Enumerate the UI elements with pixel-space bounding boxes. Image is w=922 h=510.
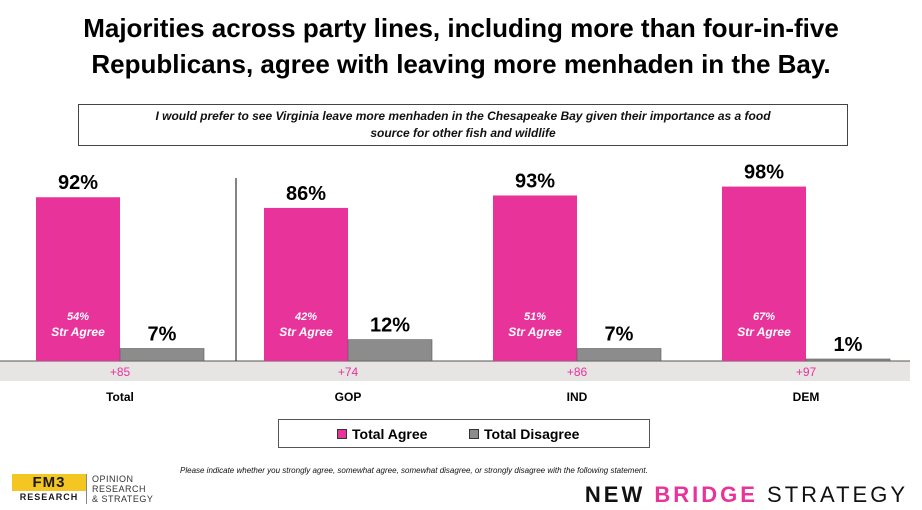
label-disagree-ind: 7% xyxy=(605,324,634,346)
legend-swatch-agree xyxy=(337,429,347,439)
nbs-logo-bridge: BRIDGE xyxy=(654,482,758,507)
fm3-logo-text: OPINION RESEARCH & STRATEGY xyxy=(92,474,153,504)
question-line-1: I would prefer to see Virginia leave mor… xyxy=(155,109,771,123)
footnote: Please indicate whether you strongly agr… xyxy=(180,466,648,475)
fm3-logo-sub: RESEARCH xyxy=(19,492,79,502)
chart-legend: Total Agree Total Disagree xyxy=(278,419,650,448)
fm3-logo-line-1: OPINION xyxy=(92,474,134,484)
legend-item-agree: Total Agree xyxy=(337,426,427,442)
fm3-logo-line-3: & STRATEGY xyxy=(92,494,154,504)
label-strong-agree-total: 54% xyxy=(67,311,89,323)
label-net-gop: +74 xyxy=(338,365,359,379)
legend-label-disagree: Total Disagree xyxy=(484,426,580,442)
bar-agree-ind xyxy=(493,195,577,361)
new-bridge-strategy-logo: NEW BRIDGE STRATEGY xyxy=(585,482,908,508)
bar-agree-gop xyxy=(264,207,348,361)
category-label-dem: DEM xyxy=(793,390,820,404)
label-strong-agree-dem: 67% xyxy=(753,311,775,323)
fm3-logo-mark: FM3 xyxy=(12,474,86,491)
label-net-dem: +97 xyxy=(796,365,817,379)
label-strong-agree-gop: 42% xyxy=(294,311,317,323)
nbs-logo-new: NEW xyxy=(584,482,646,507)
bar-agree-total xyxy=(36,197,120,361)
bar-disagree-dem xyxy=(805,358,891,362)
legend-item-disagree: Total Disagree xyxy=(469,426,579,442)
bar-disagree-gop xyxy=(347,339,433,362)
question-box: I would prefer to see Virginia leave mor… xyxy=(78,104,848,146)
fm3-logo-line-2: RESEARCH xyxy=(92,484,147,494)
bar-disagree-ind xyxy=(576,348,662,362)
legend-swatch-disagree xyxy=(469,429,479,439)
bar-chart: 92% 7% 54% Str Agree +85 Total 86% 12% 42% Str Ag… xyxy=(0,162,910,404)
question-line-2: source for other fish and wildlife xyxy=(370,126,556,140)
fm3-logo: FM3 RESEARCH xyxy=(12,474,86,504)
label-net-total: +85 xyxy=(110,365,131,379)
category-label-total: Total xyxy=(106,390,134,404)
net-band xyxy=(0,361,910,381)
label-strong-agree-caption-ind: Str Agree xyxy=(508,325,562,339)
bar-disagree-total xyxy=(119,348,205,362)
label-agree-ind: 93% xyxy=(515,170,555,192)
label-strong-agree-ind: 51% xyxy=(524,311,546,323)
nbs-logo-strategy: STRATEGY xyxy=(767,482,908,507)
label-strong-agree-caption-dem: Str Agree xyxy=(737,325,791,339)
label-disagree-dem: 1% xyxy=(834,334,863,356)
fm3-logo-divider xyxy=(86,474,87,504)
label-agree-dem: 98% xyxy=(744,162,784,184)
label-net-ind: +86 xyxy=(567,365,588,379)
label-disagree-total: 7% xyxy=(148,324,177,346)
bar-agree-dem xyxy=(722,186,806,361)
label-strong-agree-caption-gop: Str Agree xyxy=(279,325,333,339)
category-label-ind: IND xyxy=(567,390,588,404)
title-line-2: Republicans, agree with leaving more men… xyxy=(91,49,831,79)
label-disagree-gop: 12% xyxy=(370,315,410,337)
title-line-1: Majorities across party lines, including… xyxy=(83,13,839,43)
label-agree-gop: 86% xyxy=(286,183,326,205)
category-label-gop: GOP xyxy=(335,390,362,404)
legend-label-agree: Total Agree xyxy=(352,426,428,442)
page-title: Majorities across party lines, including… xyxy=(0,10,922,82)
label-strong-agree-caption-total: Str Agree xyxy=(51,325,105,339)
label-agree-total: 92% xyxy=(58,172,98,194)
